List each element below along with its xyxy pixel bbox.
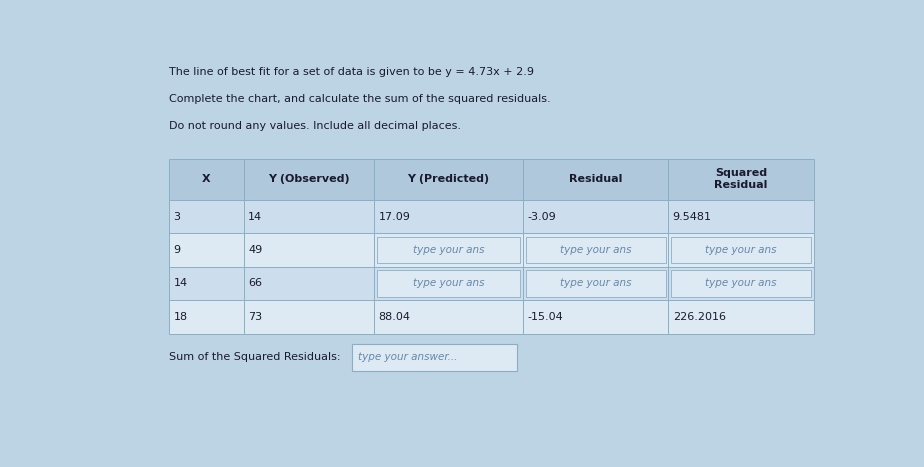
Bar [668, 267, 814, 300]
Text: 14: 14 [174, 278, 188, 289]
Bar [523, 158, 668, 200]
Text: 9: 9 [174, 245, 180, 255]
Bar [526, 237, 665, 263]
Text: Do not round any values. Include all decimal places.: Do not round any values. Include all dec… [169, 121, 461, 131]
Text: 3: 3 [174, 212, 180, 222]
Bar [169, 300, 244, 333]
Bar [169, 234, 244, 267]
Text: type your answer...: type your answer... [358, 352, 456, 362]
Text: Residual: Residual [569, 174, 623, 184]
Text: X: X [202, 174, 211, 184]
Bar [523, 267, 668, 300]
Text: Squared
Residual: Squared Residual [714, 169, 768, 190]
Bar [671, 237, 811, 263]
Bar [169, 267, 244, 300]
Bar [523, 200, 668, 234]
Text: 226.2016: 226.2016 [673, 312, 725, 322]
Bar [244, 234, 374, 267]
Bar [668, 300, 814, 333]
Text: The line of best fit for a set of data is given to be y = 4.73x + 2.9: The line of best fit for a set of data i… [169, 67, 534, 77]
Bar [668, 234, 814, 267]
Bar [244, 267, 374, 300]
Text: 66: 66 [248, 278, 262, 289]
Text: Y (Predicted): Y (Predicted) [407, 174, 490, 184]
Text: 73: 73 [248, 312, 262, 322]
Bar [526, 270, 665, 297]
Text: 17.09: 17.09 [379, 212, 410, 222]
Text: type your ans: type your ans [560, 278, 631, 289]
Bar [523, 234, 668, 267]
Bar [374, 234, 523, 267]
Bar [377, 270, 520, 297]
Bar [668, 200, 814, 234]
Text: Complete the chart, and calculate the sum of the squared residuals.: Complete the chart, and calculate the su… [169, 94, 551, 104]
Bar [523, 300, 668, 333]
Bar [169, 200, 244, 234]
Bar [244, 300, 374, 333]
Bar [374, 267, 523, 300]
Text: 88.04: 88.04 [379, 312, 410, 322]
Text: 49: 49 [248, 245, 262, 255]
Text: 18: 18 [174, 312, 188, 322]
Text: type your ans: type your ans [560, 245, 631, 255]
Text: Sum of the Squared Residuals:: Sum of the Squared Residuals: [169, 352, 341, 362]
Bar [169, 158, 244, 200]
Bar [374, 200, 523, 234]
Text: type your ans: type your ans [413, 278, 484, 289]
Text: 9.5481: 9.5481 [673, 212, 711, 222]
Text: type your ans: type your ans [705, 245, 777, 255]
Bar [244, 200, 374, 234]
Text: -15.04: -15.04 [528, 312, 563, 322]
Bar [377, 237, 520, 263]
Bar [668, 158, 814, 200]
Text: 14: 14 [248, 212, 262, 222]
Bar [244, 158, 374, 200]
Text: type your ans: type your ans [413, 245, 484, 255]
Text: type your ans: type your ans [705, 278, 777, 289]
Bar [374, 158, 523, 200]
Bar [352, 344, 517, 370]
Bar [374, 300, 523, 333]
Text: Y (Observed): Y (Observed) [268, 174, 349, 184]
Bar [671, 270, 811, 297]
Text: -3.09: -3.09 [528, 212, 556, 222]
